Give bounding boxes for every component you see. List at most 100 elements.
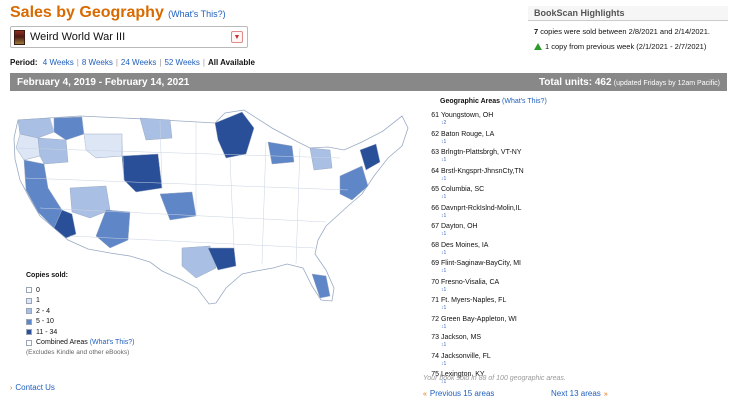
area-row[interactable]: 65 Columbia, SC ↕1 [423, 186, 733, 205]
contact-us[interactable]: › Contact Us [10, 383, 55, 392]
legend-item-combined: Combined Areas (What's This?) [26, 338, 135, 348]
map-region-1[interactable] [17, 117, 55, 139]
area-row[interactable]: 71 Ft. Myers-Naples, FL ↕1 [423, 297, 733, 316]
area-name: Jackson, MS [441, 334, 482, 341]
book-select[interactable]: Weird World War III ▼ [10, 26, 248, 48]
period-8-weeks-link[interactable]: 8 Weeks [81, 58, 113, 67]
area-row[interactable]: 75 Lexington, KY ↕1 [423, 371, 733, 390]
period-separator: | [202, 58, 205, 67]
map-region-11[interactable] [139, 117, 173, 141]
area-rank: 67 [431, 223, 439, 230]
map-region-18[interactable] [339, 165, 369, 201]
area-name: Green Bay-Appleton, WI [441, 315, 517, 323]
map-region-3[interactable] [15, 133, 41, 161]
area-rank: 62 [431, 130, 439, 138]
map-region-2[interactable] [53, 116, 85, 141]
area-name: Brlngtn-Plattsbrgh, VT-NY [441, 149, 522, 156]
area-count: ↕1 [441, 323, 447, 330]
area-count: ↕1 [441, 194, 447, 200]
area-row[interactable]: 68 Des Moines, IA ↕1 [423, 242, 733, 261]
area-row[interactable]: 66 Davnprt-RckIslnd-Molin,IL ↕1 [423, 205, 733, 224]
area-rank: 73 [431, 334, 439, 341]
area-row[interactable]: 73 Jackson, MS ↕1 [423, 334, 733, 353]
highlights-copies-count: 7 [534, 27, 539, 36]
previous-areas-link[interactable]: Previous 15 areas [429, 389, 495, 398]
area-name: Columbia, SC [441, 186, 485, 193]
whats-this-link[interactable]: (What's This?) [168, 9, 226, 19]
region-border-line [229, 157, 235, 249]
legend-label: 0 [36, 286, 40, 294]
area-count: ↕1 [441, 286, 447, 293]
legend-label: 11 - 34 [36, 328, 58, 336]
legend-swatch [26, 329, 32, 335]
legend-label: 2 - 4 [36, 307, 51, 315]
area-row[interactable]: 72 Green Bay-Appleton, WI ↕1 [423, 316, 733, 335]
previous-areas[interactable]: «Previous 15 areas [423, 389, 494, 398]
map-region-19[interactable] [359, 143, 381, 171]
area-count: ↕1 [441, 138, 447, 145]
chevron-right-icon: › [10, 385, 13, 392]
area-name: Baton Rouge, LA [441, 130, 495, 138]
area-name: Ft. Myers-Naples, FL [441, 297, 507, 304]
area-row[interactable]: 61 Youngstown, OH ↕2 [423, 112, 733, 131]
legend-combined-label: Combined Areas [36, 339, 88, 346]
area-row[interactable]: 74 Jacksonville, FL ↕1 [423, 353, 733, 372]
area-count: ↕1 [441, 157, 447, 163]
map-region-16[interactable] [267, 141, 295, 165]
areas-whats-this-link[interactable]: (What's This?) [502, 98, 547, 105]
legend-swatch-combined [26, 339, 32, 346]
highlights-change: 1 copy from previous week (2/1/2021 - 2/… [534, 42, 728, 51]
map-region-4[interactable] [37, 137, 69, 165]
area-rank: 72 [431, 315, 439, 323]
area-rank: 64 [431, 167, 439, 175]
area-rank: 68 [431, 241, 439, 249]
area-row[interactable]: 67 Dayton, OH ↕1 [423, 223, 733, 242]
area-rank: 74 [431, 352, 439, 360]
legend-label: 5 - 10 [36, 318, 54, 325]
area-count: ↕1 [441, 342, 447, 348]
combined-whats-this-link[interactable]: (What's This?) [89, 339, 135, 346]
period-4-weeks-link[interactable]: 4 Weeks [42, 58, 74, 67]
highlights-title: BookScan Highlights [528, 6, 728, 21]
highlights-weekly-copies: 7 copies were sold between 2/8/2021 and … [534, 27, 728, 36]
area-name: Youngstown, OH [441, 112, 494, 119]
area-count: ↕1 [441, 379, 447, 385]
total-units: Total units: 462 [538, 76, 612, 88]
areas-title-text: Geographic Areas [440, 98, 501, 105]
total-units-note: (updated Fridays by 12am Pacific) [613, 79, 720, 87]
us-map-svg[interactable] [10, 98, 415, 323]
area-row[interactable]: 70 Fresno-Visalia, CA ↕1 [423, 279, 733, 298]
sales-map[interactable] [10, 98, 415, 323]
chevron-down-icon[interactable]: ▼ [231, 31, 243, 43]
area-name: Flint-Saginaw-BayCity, MI [441, 260, 522, 267]
geographic-areas-list: Geographic Areas (What's This?) 61 Youngs… [423, 98, 733, 390]
bookscan-highlights: BookScan Highlights 7 copies were sold b… [528, 6, 728, 51]
area-rank: 63 [431, 149, 439, 156]
map-region-14[interactable] [181, 245, 217, 279]
area-name: Lexington, KY [441, 371, 485, 378]
map-region-15[interactable] [207, 247, 237, 271]
area-rank: 66 [431, 204, 439, 212]
period-52-weeks-link[interactable]: 52 Weeks [164, 58, 200, 67]
area-name: Fresno-Visalia, CA [441, 278, 500, 286]
period-label: Period: [10, 58, 38, 67]
map-region-12[interactable] [214, 111, 255, 159]
area-row[interactable]: 69 Flint-Saginaw-BayCity, MI ↕1 [423, 260, 733, 279]
area-rank: 69 [431, 260, 439, 267]
area-row[interactable]: 62 Baton Rouge, LA ↕1 [423, 131, 733, 150]
map-region-20[interactable] [311, 273, 331, 299]
legend-swatch [26, 318, 32, 325]
area-rank: 65 [431, 186, 439, 193]
area-row[interactable]: 63 Brlngtn-Plattsbrgh, VT-NY ↕1 [423, 149, 733, 168]
contact-us-link[interactable]: Contact Us [15, 383, 55, 392]
area-name: Brstl-Kngsprt-JhnsnCty,TN [441, 167, 524, 175]
legend-item-4: 11 - 34 [26, 327, 135, 337]
next-areas-link[interactable]: Next 13 areas [551, 389, 601, 398]
period-all-available[interactable]: All Available [207, 58, 255, 67]
next-areas[interactable]: Next 13 areas» [551, 389, 608, 398]
period-24-weeks-link[interactable]: 24 Weeks [120, 58, 157, 67]
area-row[interactable]: 64 Brstl-Kngsprt-JhnsnCty,TN ↕1 [423, 168, 733, 187]
region-border-line [81, 116, 87, 151]
map-region-17[interactable] [309, 147, 333, 171]
coverage-note: Your book sold in 88 of 100 geographic a… [423, 375, 566, 382]
